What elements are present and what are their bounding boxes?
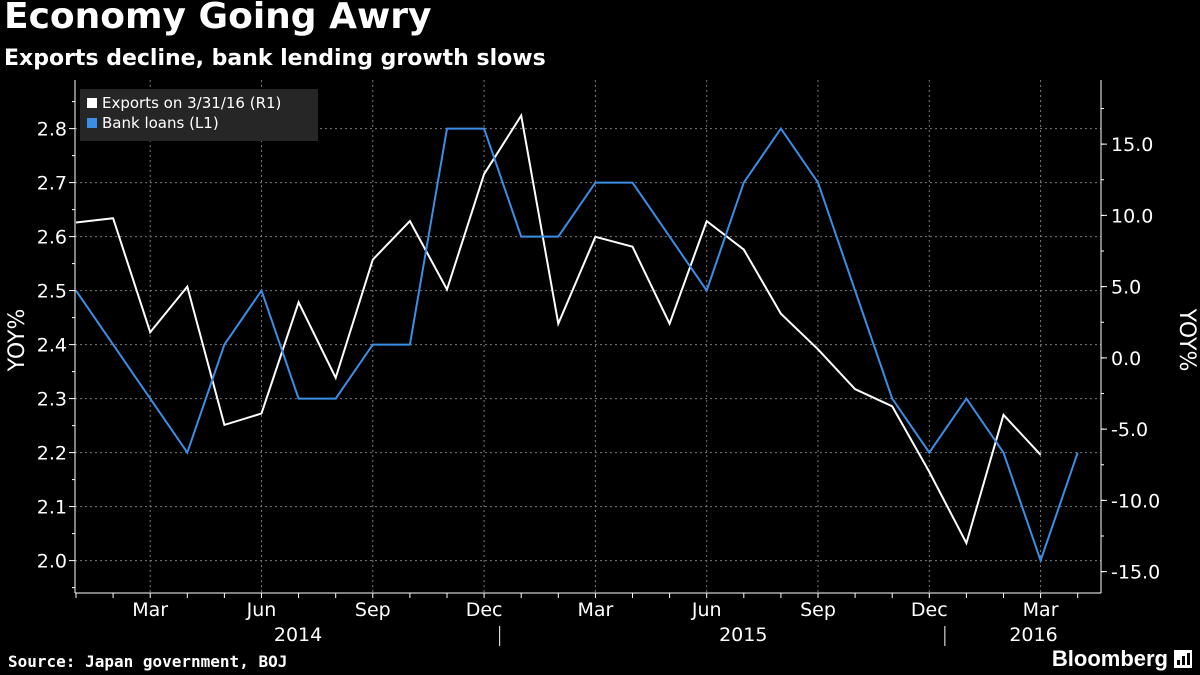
grid-lines <box>75 80 1101 593</box>
brand-logo: Bloomberg <box>1051 646 1168 671</box>
bank-loans-line <box>75 126 1079 564</box>
exports-line <box>75 112 1042 546</box>
left-tick-label: 2.2 <box>37 443 67 465</box>
right-axis-title: YOY% <box>1174 308 1199 372</box>
left-tick-label: 2.0 <box>37 551 67 573</box>
chart-title: Economy Going Awry <box>4 0 432 37</box>
left-tick-label: 2.5 <box>37 281 67 303</box>
x-tick-label: Dec <box>466 599 503 621</box>
left-tick-label: 2.4 <box>37 335 67 357</box>
x-tick-label: Sep <box>800 599 836 621</box>
bar-chart-icon <box>1174 650 1192 668</box>
x-tick-label: Mar <box>577 599 613 621</box>
x-tick-label: Mar <box>1023 599 1059 621</box>
x-tick-label: Jun <box>691 599 722 621</box>
x-tick-label: Mar <box>132 599 168 621</box>
left-tick-label: 2.6 <box>37 227 67 249</box>
x-year-label: 2014 <box>274 624 322 646</box>
right-tick-label: 0.0 <box>1111 348 1141 370</box>
right-tick-label: -10.0 <box>1111 490 1160 512</box>
chart-subtitle: Exports decline, bank lending growth slo… <box>4 46 546 71</box>
legend-label-loans: Bank loans (L1) <box>102 114 219 132</box>
left-tick-label: 2.1 <box>37 497 67 519</box>
series-lines <box>75 112 1079 564</box>
legend-swatch-loans <box>87 118 97 128</box>
left-axis-title: YOY% <box>5 309 30 373</box>
left-tick-label: 2.8 <box>37 119 67 141</box>
left-tick-label: 2.7 <box>37 173 67 195</box>
right-tick-label: 10.0 <box>1111 205 1153 227</box>
legend-label-exports: Exports on 3/31/16 (R1) <box>102 94 282 112</box>
right-tick-label: -15.0 <box>1111 562 1160 584</box>
legend-swatch-exports <box>87 98 97 108</box>
source-note: Source: Japan government, BOJ <box>8 652 288 671</box>
right-tick-label: 15.0 <box>1111 134 1153 156</box>
x-year-label: 2016 <box>1009 624 1057 646</box>
axes: 2.0 2.1 2.2 2.3 2.4 2.5 2.6 2.7 2.8 -15.0 -10.0 -5.… <box>5 80 1199 646</box>
legend-item-loans: Bank loans (L1) <box>87 113 219 133</box>
x-year-label: 2015 <box>719 624 767 646</box>
left-tick-label: 2.3 <box>37 389 67 411</box>
legend: Exports on 3/31/16 (R1) Bank loans (L1) <box>80 89 318 141</box>
x-tick-label: Jun <box>246 599 277 621</box>
x-tick-label: Sep <box>355 599 391 621</box>
legend-item-exports: Exports on 3/31/16 (R1) <box>87 93 281 113</box>
right-tick-label: 5.0 <box>1111 277 1141 299</box>
right-tick-label: -5.0 <box>1111 419 1148 441</box>
x-tick-label: Dec <box>911 599 948 621</box>
